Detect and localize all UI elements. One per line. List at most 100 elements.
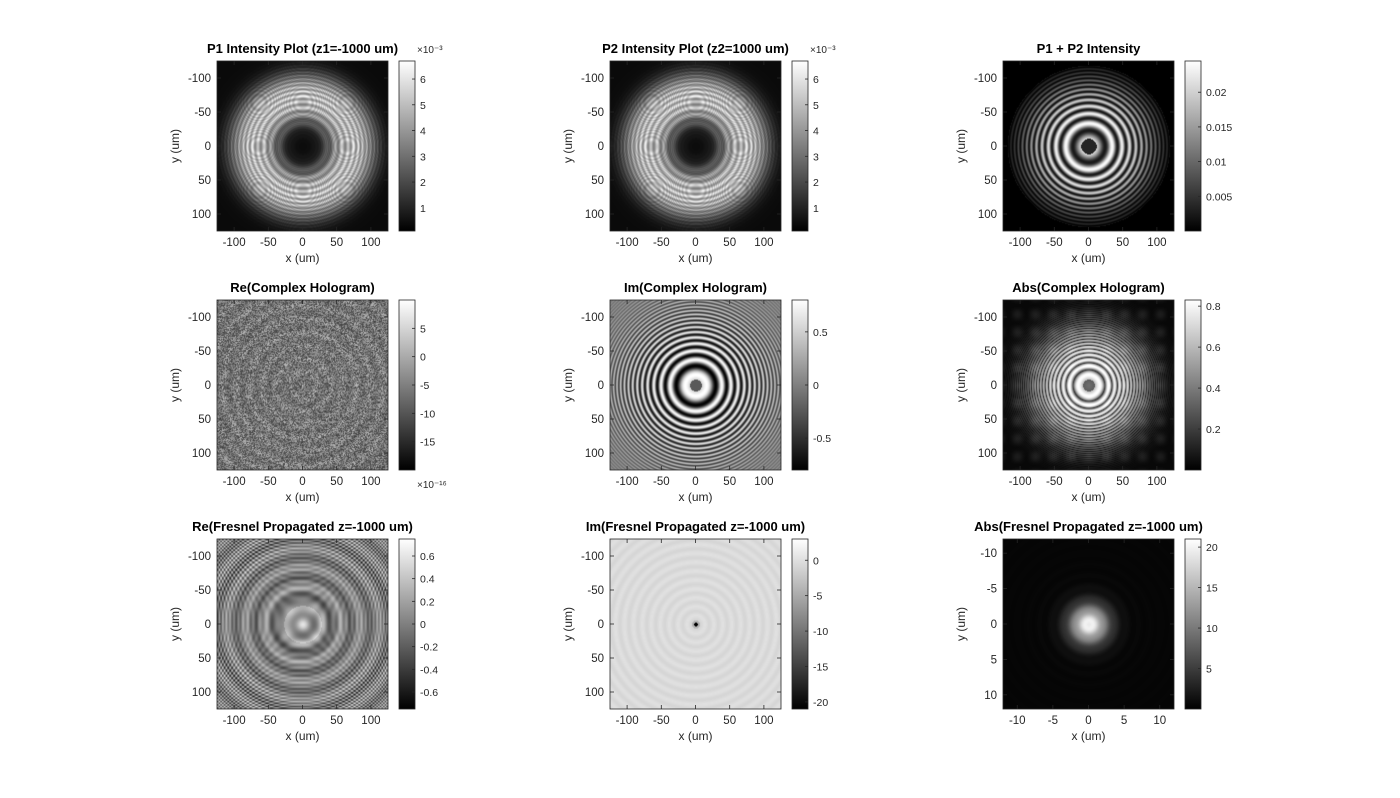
- x-tick-label: 100: [754, 715, 773, 727]
- colorbar-tick-label: -15: [813, 662, 828, 674]
- y-tick-label: 100: [585, 448, 604, 460]
- y-tick-label: -100: [974, 73, 997, 85]
- colorbar-tick-label: 0.6: [1206, 342, 1221, 354]
- x-tick-label: 0: [299, 715, 305, 727]
- x-axis-label: x (um): [1072, 251, 1106, 265]
- colorbar-tick-label: 0.01: [1206, 157, 1227, 169]
- colorbar: [791, 538, 809, 710]
- x-tick-label: 50: [723, 715, 736, 727]
- colorbar-tick-label: 0.015: [1206, 122, 1232, 134]
- subplot-7: Re(Fresnel Propagated z=-1000 um) -100 -50…: [168, 519, 438, 743]
- x-tick-label: 5: [1121, 715, 1127, 727]
- heatmap-image: [610, 300, 781, 470]
- x-tick-label: 0: [1085, 237, 1091, 249]
- y-tick-label: 100: [192, 448, 211, 460]
- subplot-3: P1 + P2 Intensity -100 -50 0 50 100 -100 -50 0 50…: [954, 41, 1232, 265]
- colorbar-tick-label: 5: [1206, 664, 1212, 676]
- y-axis-label: y (um): [954, 607, 968, 641]
- y-tick-label: 50: [198, 653, 211, 665]
- y-tick-label: 100: [192, 687, 211, 699]
- colorbar-tick-label: 0.2: [420, 596, 435, 608]
- subplot-title: Abs(Fresnel Propagated z=-1000 um): [974, 519, 1203, 534]
- y-tick-label: 0: [991, 619, 997, 631]
- subplot-title: P1 Intensity Plot (z1=-1000 um): [207, 41, 398, 56]
- heatmap-image: [610, 61, 781, 231]
- colorbar-tick-label: 1: [420, 203, 426, 215]
- x-tick-label: 100: [1147, 237, 1166, 249]
- y-tick-label: 100: [978, 448, 997, 460]
- x-tick-label: 0: [692, 715, 698, 727]
- y-tick-label: -100: [188, 73, 211, 85]
- colorbar-tick-label: 0.8: [1206, 301, 1221, 313]
- x-tick-label: 100: [361, 476, 380, 488]
- colorbar: [1184, 299, 1202, 471]
- x-axis-label: x (um): [286, 490, 320, 504]
- x-tick-label: 0: [692, 476, 698, 488]
- x-axis-label: x (um): [286, 729, 320, 743]
- subplot-title: P1 + P2 Intensity: [1037, 41, 1141, 56]
- x-tick-label: -50: [653, 237, 670, 249]
- subplot-6: Abs(Complex Hologram) -100 -50 0 50 100 -100 -5…: [954, 280, 1221, 504]
- colorbar-tick-label: 1: [813, 203, 819, 215]
- colorbar-tick-label: 20: [1206, 542, 1218, 554]
- colorbar-tick-label: 2: [420, 177, 426, 189]
- y-tick-label: 100: [192, 209, 211, 221]
- y-axis-label: y (um): [168, 607, 182, 641]
- subplot-9: Abs(Fresnel Propagated z=-1000 um) -10 -5 0…: [954, 519, 1218, 743]
- colorbar-tick-label: -0.5: [813, 433, 831, 445]
- x-tick-label: 0: [1085, 476, 1091, 488]
- colorbar-tick-label: 0.4: [1206, 383, 1221, 395]
- y-tick-label: 0: [205, 619, 211, 631]
- y-tick-label: -100: [974, 312, 997, 324]
- subplot-title: Abs(Complex Hologram): [1012, 280, 1164, 295]
- x-tick-label: 0: [1085, 715, 1091, 727]
- heatmap-image: [217, 539, 388, 709]
- y-axis-label: y (um): [168, 129, 182, 163]
- colorbar: [1184, 538, 1202, 710]
- y-tick-label: 50: [984, 414, 997, 426]
- x-tick-label: -100: [616, 476, 639, 488]
- colorbar-tick-label: 10: [1206, 623, 1218, 635]
- x-tick-label: 50: [723, 476, 736, 488]
- heatmap-image: [1003, 539, 1174, 709]
- colorbar-tick-label: 0.02: [1206, 87, 1227, 99]
- colorbar-tick-label: 0.6: [420, 551, 435, 563]
- colorbar-tick-label: 0: [420, 352, 426, 364]
- y-tick-label: 0: [205, 380, 211, 392]
- heatmap-image: [610, 539, 781, 709]
- y-tick-label: -100: [581, 312, 604, 324]
- colorbar-tick-label: 6: [420, 74, 426, 86]
- y-tick-label: 50: [591, 653, 604, 665]
- y-tick-label: -100: [188, 551, 211, 563]
- colorbar-tick-label: 3: [813, 151, 819, 163]
- colorbar-tick-label: 0: [813, 555, 819, 567]
- x-tick-label: 0: [299, 476, 305, 488]
- y-tick-label: -10: [980, 548, 997, 560]
- subplot-4: Re(Complex Hologram)-100 -50 0 50 100-100-50…: [168, 280, 447, 504]
- y-tick-label: 50: [198, 414, 211, 426]
- y-tick-label: 50: [591, 175, 604, 187]
- colorbar-tick-label: -10: [813, 626, 828, 638]
- colorbar: [791, 60, 809, 232]
- x-tick-label: 50: [330, 476, 343, 488]
- y-tick-label: 0: [598, 380, 604, 392]
- colorbar: [1184, 60, 1202, 232]
- x-tick-label: 100: [361, 237, 380, 249]
- subplot-title: Im(Fresnel Propagated z=-1000 um): [586, 519, 805, 534]
- y-tick-label: -100: [188, 312, 211, 324]
- y-tick-label: 0: [598, 619, 604, 631]
- subplot-title: Re(Fresnel Propagated z=-1000 um): [192, 519, 413, 534]
- x-tick-label: 50: [723, 237, 736, 249]
- x-tick-label: 50: [1116, 476, 1129, 488]
- colorbar-tick-label: 0.5: [813, 327, 828, 339]
- x-tick-label: 50: [1116, 237, 1129, 249]
- heatmap-image: [217, 61, 388, 231]
- x-tick-label: 100: [361, 715, 380, 727]
- x-tick-label: 100: [1147, 476, 1166, 488]
- heatmap-image: [1003, 61, 1174, 231]
- x-tick-label: -50: [260, 476, 277, 488]
- y-axis-label: y (um): [168, 368, 182, 402]
- x-tick-label: -50: [260, 237, 277, 249]
- x-tick-label: -100: [223, 715, 246, 727]
- x-tick-label: -100: [616, 237, 639, 249]
